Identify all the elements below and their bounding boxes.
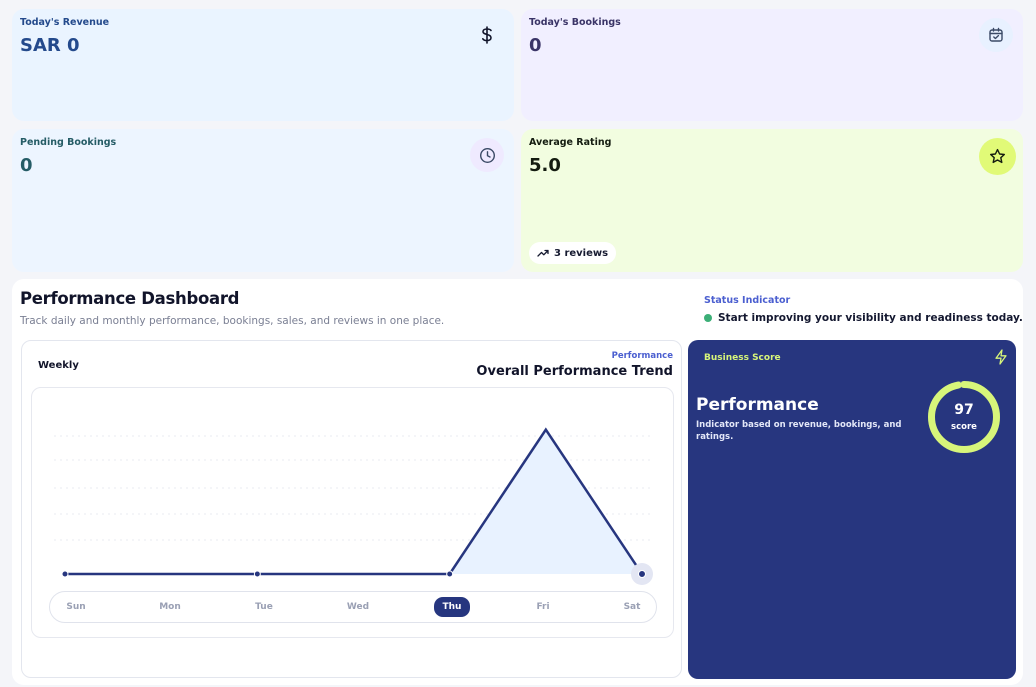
- day-tick-wed[interactable]: Wed: [346, 602, 370, 612]
- bolt-icon: [994, 349, 1008, 369]
- status-dot: [704, 314, 712, 322]
- score-title: Performance: [696, 395, 819, 415]
- dollar-icon: [470, 18, 504, 52]
- day-tick-sat[interactable]: Sat: [623, 602, 641, 612]
- reviews-count: 3 reviews: [554, 247, 609, 259]
- revenue-label: Today's Revenue: [20, 17, 110, 28]
- series-line: [65, 427, 644, 576]
- dashboard-title: Performance Dashboard: [20, 289, 240, 308]
- clock-icon: [470, 138, 504, 172]
- score-unit: score: [951, 422, 977, 432]
- revenue-card: Today's Revenue SAR 0: [12, 9, 514, 121]
- series-area: [65, 429, 642, 574]
- dashboard-subtitle: Track daily and monthly performance, boo…: [20, 315, 445, 327]
- rating-label: Average Rating: [529, 137, 612, 148]
- data-point[interactable]: [446, 570, 454, 578]
- data-point[interactable]: [638, 570, 646, 578]
- day-tick-sun[interactable]: Sun: [66, 602, 86, 612]
- bookings-card: Today's Bookings 0: [521, 9, 1023, 121]
- performance-panel: Performance Dashboard Track daily and mo…: [12, 279, 1023, 685]
- day-tick-fri[interactable]: Fri: [536, 602, 550, 612]
- score-description: Indicator based on revenue, bookings, an…: [696, 420, 902, 442]
- data-point[interactable]: [61, 570, 69, 578]
- day-tick-tue[interactable]: Tue: [255, 602, 273, 612]
- pending-label: Pending Bookings: [20, 137, 117, 148]
- revenue-value: SAR 0: [20, 35, 80, 56]
- business-score-card: Business Score Performance Indicator bas…: [688, 340, 1016, 679]
- trend-kicker: Performance: [611, 351, 673, 361]
- day-selector: Sun Mon Tue Wed Thu Fri Sat: [49, 591, 657, 623]
- data-point[interactable]: [253, 570, 261, 578]
- bookings-value: 0: [529, 35, 542, 56]
- trend-title: Overall Performance Trend: [476, 364, 673, 379]
- calendar-check-icon: [979, 18, 1013, 52]
- trending-up-icon: [537, 249, 549, 257]
- trend-chart-card: Weekly Performance Overall Performance T…: [21, 340, 682, 678]
- reviews-pill[interactable]: 3 reviews: [529, 242, 617, 264]
- chart-plot-area: Sun Mon Tue Wed Thu Fri Sat: [31, 387, 674, 638]
- bookings-label: Today's Bookings: [529, 17, 621, 28]
- pending-value: 0: [20, 155, 33, 176]
- status-indicator: Start improving your visibility and read…: [704, 312, 1023, 324]
- score-value: 97: [954, 402, 974, 418]
- period-label: Weekly: [38, 360, 79, 371]
- score-ring: [928, 381, 1000, 453]
- trend-line-chart: [54, 427, 654, 585]
- rating-value: 5.0: [529, 155, 561, 176]
- day-tick-mon[interactable]: Mon: [159, 602, 181, 612]
- star-icon: [979, 138, 1016, 175]
- pending-card: Pending Bookings 0: [12, 129, 514, 272]
- status-title: Status Indicator: [704, 295, 791, 306]
- status-text: Start improving your visibility and read…: [718, 312, 1023, 324]
- business-score-label: Business Score: [704, 353, 781, 363]
- day-tick-thu[interactable]: Thu: [434, 597, 470, 617]
- rating-card: Average Rating 5.0 3 reviews: [521, 129, 1023, 272]
